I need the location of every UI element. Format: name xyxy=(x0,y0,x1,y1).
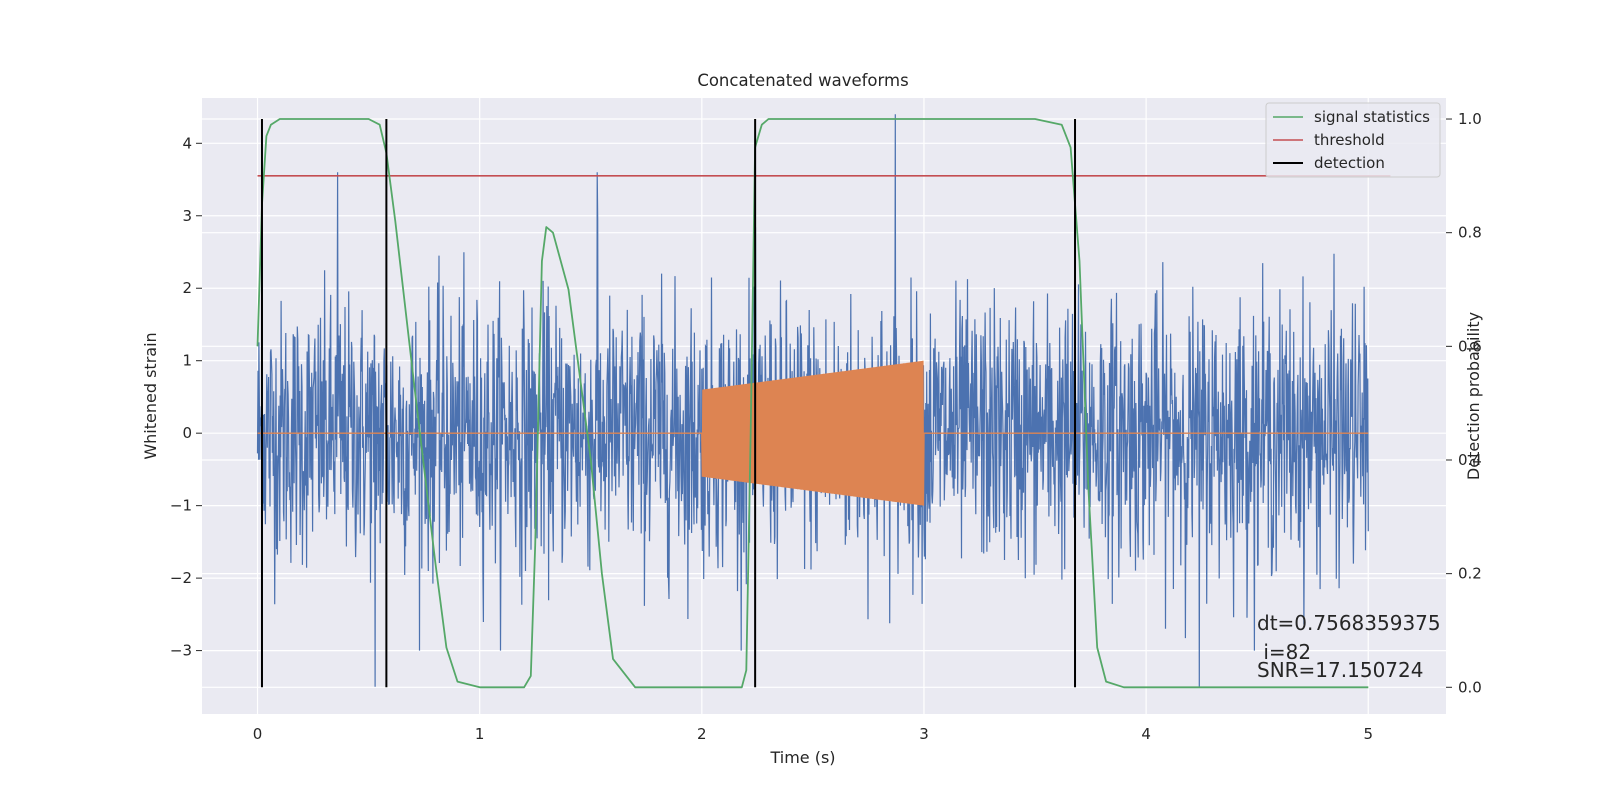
y-left-tick-label: 4 xyxy=(182,134,192,152)
x-tick-label: 3 xyxy=(919,725,929,743)
y-left-tick-label: 3 xyxy=(182,207,192,225)
y-left-tick-label: 2 xyxy=(182,279,192,297)
y-axis-label-left: Whitened strain xyxy=(141,332,160,459)
x-tick-label: 1 xyxy=(475,725,485,743)
series-layer xyxy=(256,114,1391,689)
chart-title: Concatenated waveforms xyxy=(697,71,908,90)
y-right-tick-label: 0.6 xyxy=(1458,337,1482,355)
annotation-dt: dt=0.7568359375 xyxy=(1257,611,1441,635)
legend: signal statistics threshold detection xyxy=(1265,102,1441,178)
y-right-tick-label: 0.4 xyxy=(1458,451,1482,469)
ticks: 0 1 2 3 4 5 −3 −2 −1 0 1 2 3 4 0.0 0.2 0.4 0.6 0.8 1.0 xyxy=(170,110,1482,743)
y-right-tick-label: 0.0 xyxy=(1458,678,1482,696)
y-right-tick-label: 0.8 xyxy=(1458,224,1482,242)
y-right-tick-label: 0.2 xyxy=(1458,565,1482,583)
legend-frame xyxy=(1265,102,1441,178)
y-left-tick-label: −1 xyxy=(170,497,192,515)
legend-label-threshold: threshold xyxy=(1314,131,1385,149)
annotation-snr: SNR=17.150724 xyxy=(1257,658,1423,682)
series-injection xyxy=(257,360,1369,506)
y-right-tick-label: 1.0 xyxy=(1458,110,1482,128)
x-tick-label: 4 xyxy=(1141,725,1151,743)
annotation-i: i=82 xyxy=(1257,640,1311,664)
y-axis-label-right: Detection probability xyxy=(1464,312,1483,480)
legend-label-detection: detection xyxy=(1314,154,1385,172)
y-left-tick-label: −3 xyxy=(170,642,192,660)
x-tick-label: 0 xyxy=(253,725,263,743)
legend-label-signal-statistics: signal statistics xyxy=(1314,108,1430,126)
y-left-tick-label: 1 xyxy=(182,352,192,370)
y-left-tick-label: 0 xyxy=(182,424,192,442)
x-tick-label: 5 xyxy=(1363,725,1373,743)
x-tick-label: 2 xyxy=(697,725,707,743)
y-left-tick-label: −2 xyxy=(170,569,192,587)
x-axis-label: Time (s) xyxy=(769,748,835,767)
